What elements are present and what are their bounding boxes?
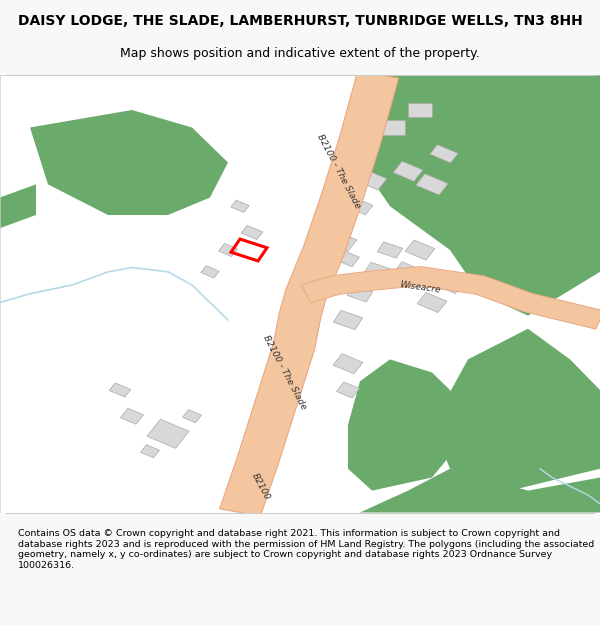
Text: B2100 - The Slade: B2100 - The Slade	[316, 132, 362, 210]
Polygon shape	[301, 267, 600, 329]
Polygon shape	[220, 72, 398, 516]
Text: Map shows position and indicative extent of the property.: Map shows position and indicative extent…	[120, 48, 480, 61]
Text: DAISY LODGE, THE SLADE, LAMBERHURST, TUNBRIDGE WELLS, TN3 8HH: DAISY LODGE, THE SLADE, LAMBERHURST, TUN…	[17, 14, 583, 28]
Text: Wiseacre: Wiseacre	[399, 280, 441, 294]
Text: B2100 - The Slade: B2100 - The Slade	[262, 334, 308, 411]
Text: Contains OS data © Crown copyright and database right 2021. This information is : Contains OS data © Crown copyright and d…	[18, 529, 594, 569]
Text: B2100: B2100	[250, 471, 272, 501]
